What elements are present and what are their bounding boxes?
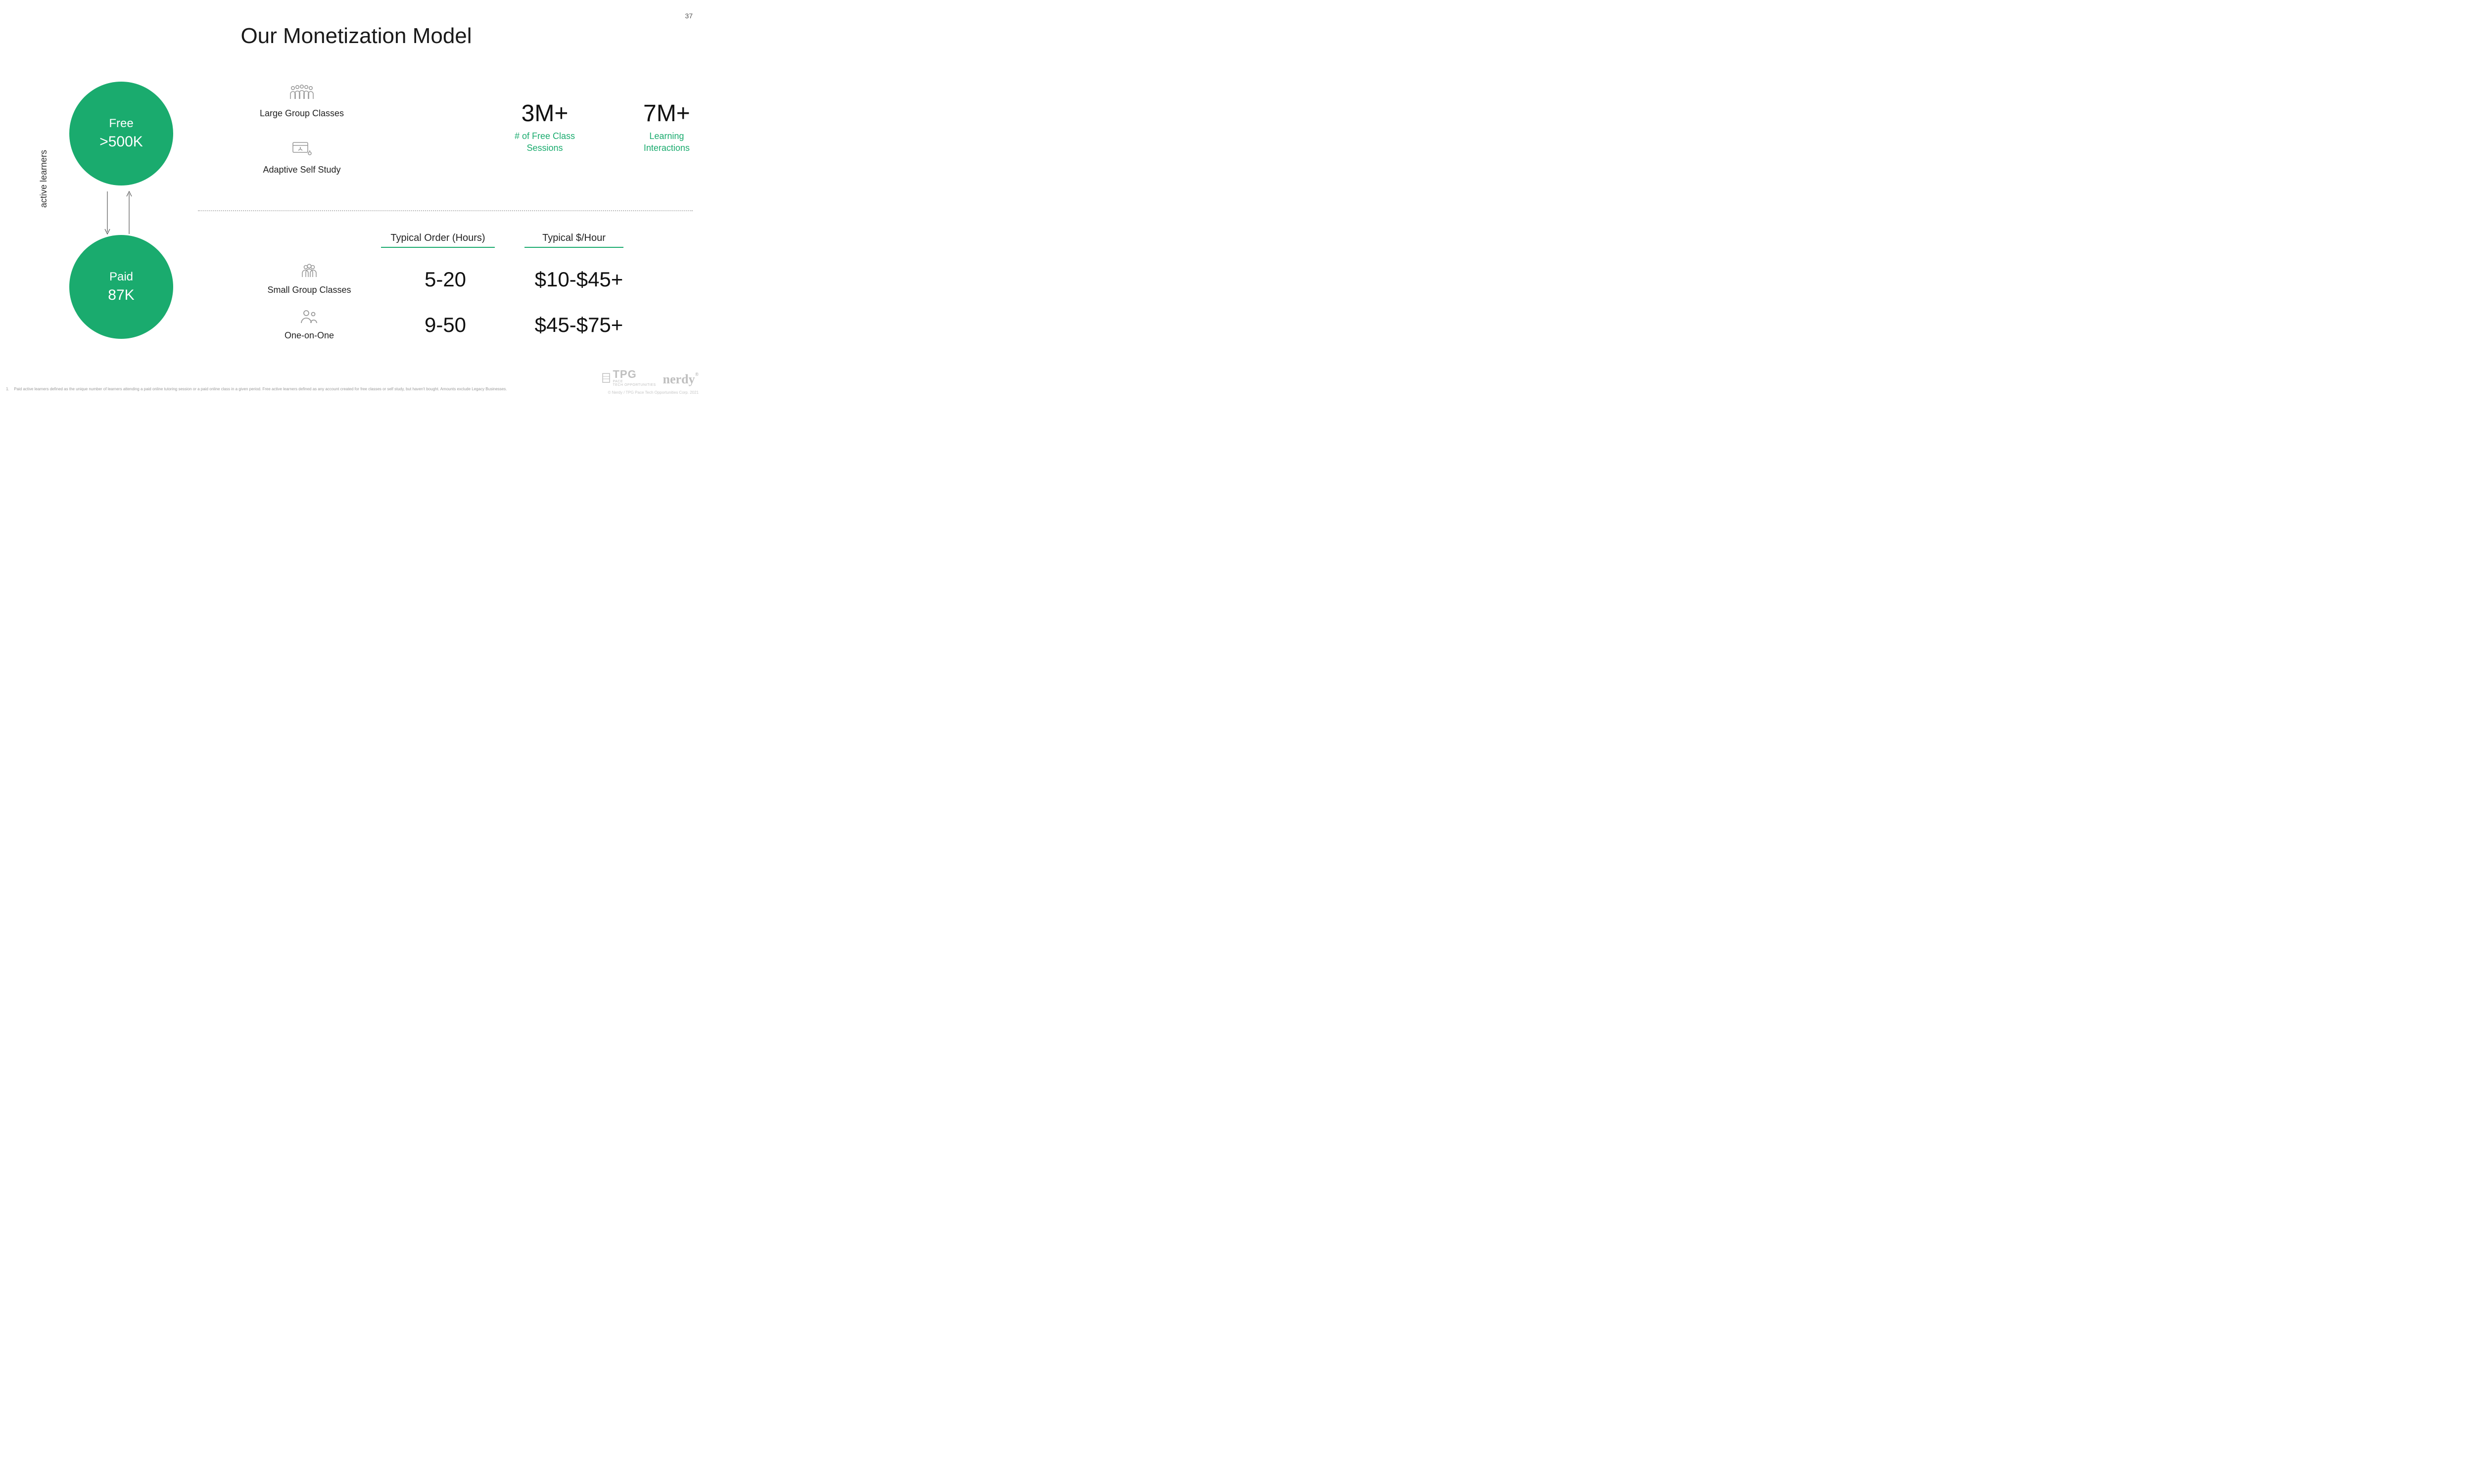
tpg-mark-icon bbox=[602, 372, 611, 383]
logo-tpg-text: TPG bbox=[613, 369, 656, 380]
logo-tpg-sub: PACE bbox=[613, 380, 656, 383]
paid-hours-0: 5-20 bbox=[381, 268, 510, 291]
footnote-number: 1. bbox=[6, 387, 13, 392]
free-section: Large Group Classes Adaptive Self Study … bbox=[238, 84, 683, 175]
free-stat-0: 3M+ # of Free ClassSessions bbox=[515, 100, 575, 154]
circle-paid-label: Paid bbox=[109, 270, 133, 284]
free-stat-value-1: 7M+ bbox=[643, 100, 690, 127]
copyright: © Nerdy / TPG Pace Tech Opportunities Co… bbox=[608, 390, 699, 395]
page-title: Our Monetization Model bbox=[0, 24, 713, 48]
type-self-study-label: Adaptive Self Study bbox=[263, 165, 340, 175]
type-large-group-label: Large Group Classes bbox=[260, 108, 344, 119]
arrow-up-icon bbox=[126, 190, 133, 235]
free-stat-value-0: 3M+ bbox=[522, 100, 569, 127]
logo-nerdy: nerdy® bbox=[663, 372, 699, 387]
free-stat-caption-1: LearningInteractions bbox=[644, 130, 690, 154]
col-spacer bbox=[238, 232, 381, 248]
small-group-icon bbox=[299, 264, 319, 281]
one-on-one-icon bbox=[299, 309, 319, 326]
free-stat-1: 7M+ LearningInteractions bbox=[643, 100, 690, 154]
paid-row-1: One-on-One 9-50$45-$75+ bbox=[238, 309, 683, 341]
type-self-study: Adaptive Self Study bbox=[238, 140, 366, 175]
circle-paid: Paid 87K bbox=[69, 235, 173, 339]
footnote-text: Paid active learners defined as the uniq… bbox=[14, 387, 507, 391]
circle-paid-value: 87K bbox=[108, 287, 134, 304]
free-types-list: Large Group Classes Adaptive Self Study bbox=[238, 84, 366, 175]
large-group-icon bbox=[288, 84, 316, 103]
paid-rate-1: $45-$75+ bbox=[510, 313, 648, 337]
footnote: 1. Paid active learners defined as the u… bbox=[6, 387, 590, 392]
bidirectional-arrows bbox=[104, 190, 133, 235]
section-divider bbox=[198, 210, 693, 211]
self-study-icon bbox=[291, 140, 313, 160]
paid-header-1: Typical $/Hour bbox=[524, 232, 623, 248]
circle-free-label: Free bbox=[109, 117, 133, 131]
paid-rate-0: $10-$45+ bbox=[510, 268, 648, 291]
logo-tpg-sub2: TECH OPPORTUNITIES bbox=[613, 383, 656, 387]
paid-type-label-1: One-on-One bbox=[285, 330, 334, 341]
free-stat-caption-0: # of Free ClassSessions bbox=[515, 130, 575, 154]
circle-free-value: >500K bbox=[99, 134, 143, 150]
paid-row-0: Small Group Classes 5-20$10-$45+ bbox=[238, 264, 683, 295]
paid-type-label-0: Small Group Classes bbox=[267, 285, 351, 295]
logo-nerdy-text: nerdy bbox=[663, 372, 695, 386]
circle-free: Free >500K bbox=[69, 82, 173, 186]
paid-headers: Typical Order (Hours) Typical $/Hour bbox=[238, 232, 683, 248]
free-stats: 3M+# of Free ClassSessions7M+LearningInt… bbox=[366, 95, 683, 164]
logo-tpg: TPG PACE TECH OPPORTUNITIES bbox=[602, 369, 656, 387]
page-number: 37 bbox=[685, 12, 693, 20]
arrow-down-icon bbox=[104, 190, 111, 235]
footer-logos: TPG PACE TECH OPPORTUNITIES nerdy® bbox=[602, 369, 699, 387]
type-large-group: Large Group Classes bbox=[238, 84, 366, 119]
paid-header-0: Typical Order (Hours) bbox=[381, 232, 495, 248]
paid-hours-1: 9-50 bbox=[381, 313, 510, 337]
paid-type-0: Small Group Classes bbox=[238, 264, 381, 295]
axis-label-active-learners: active learners bbox=[39, 150, 49, 208]
paid-type-1: One-on-One bbox=[238, 309, 381, 341]
paid-section: Typical Order (Hours) Typical $/Hour Smal… bbox=[238, 232, 683, 355]
